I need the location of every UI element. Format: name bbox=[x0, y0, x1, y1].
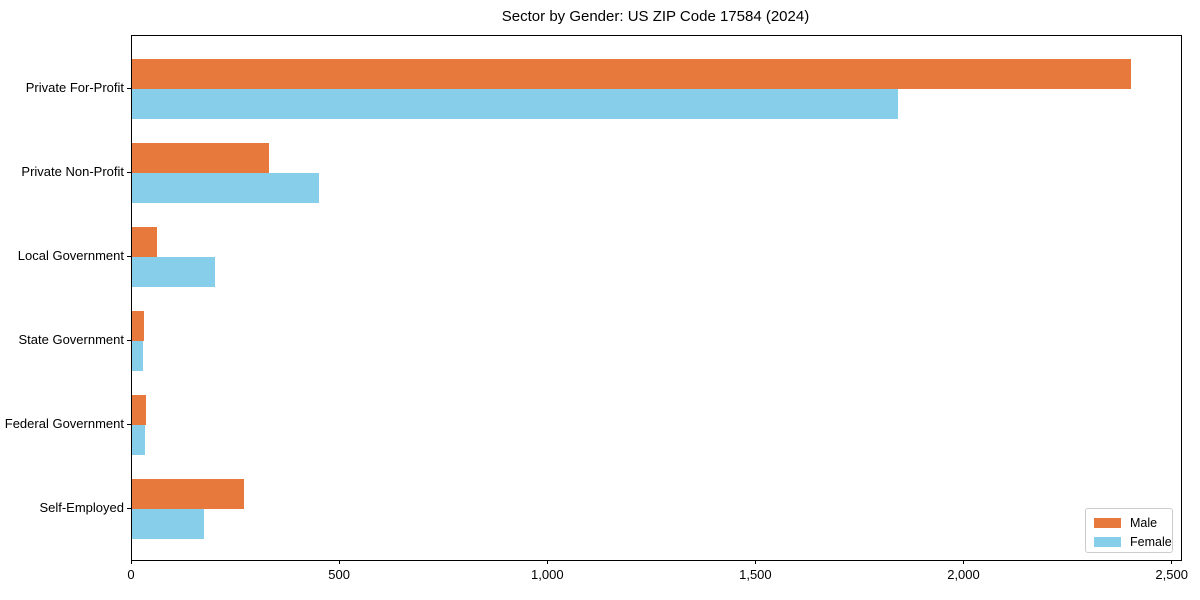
male-color-swatch bbox=[1094, 518, 1121, 528]
y-tick-mark bbox=[127, 172, 131, 173]
y-tick-label: Private For-Profit bbox=[25, 80, 124, 95]
bar-female-3 bbox=[132, 341, 143, 371]
bar-female-4 bbox=[132, 425, 145, 455]
x-tick-label: 1,500 bbox=[739, 567, 772, 582]
plot-area bbox=[131, 35, 1182, 561]
legend-label-male: Male bbox=[1130, 516, 1158, 530]
y-tick-label: Private Non-Profit bbox=[21, 164, 124, 179]
y-tick-mark bbox=[127, 340, 131, 341]
y-tick-mark bbox=[127, 508, 131, 509]
bar-male-0 bbox=[132, 59, 1131, 89]
x-tick-label: 2,500 bbox=[1155, 567, 1188, 582]
bar-male-1 bbox=[132, 143, 270, 173]
bar-male-2 bbox=[132, 227, 157, 257]
bar-male-5 bbox=[132, 479, 245, 509]
female-color-swatch bbox=[1094, 537, 1121, 547]
x-tick-mark bbox=[1171, 560, 1173, 564]
y-tick-mark bbox=[127, 88, 131, 89]
x-tick-mark bbox=[338, 560, 340, 564]
bar-male-4 bbox=[132, 395, 146, 425]
x-tick-label: 2,000 bbox=[947, 567, 980, 582]
bar-female-0 bbox=[132, 89, 898, 119]
x-tick-label: 500 bbox=[328, 567, 350, 582]
y-tick-mark bbox=[127, 424, 131, 425]
y-tick-mark bbox=[127, 256, 131, 257]
x-tick-mark bbox=[754, 560, 756, 564]
x-tick-label: 0 bbox=[127, 567, 135, 582]
bar-female-5 bbox=[132, 509, 204, 539]
y-tick-label: Local Government bbox=[17, 248, 124, 263]
legend-item-male: Male bbox=[1094, 515, 1164, 531]
x-tick-mark bbox=[546, 560, 548, 564]
x-tick-mark bbox=[963, 560, 964, 564]
x-tick-mark bbox=[130, 560, 132, 564]
y-tick-label: State Government bbox=[18, 332, 125, 347]
bar-female-1 bbox=[132, 173, 320, 203]
legend: Male Female bbox=[1085, 508, 1173, 553]
bar-female-2 bbox=[132, 257, 216, 287]
legend-item-female: Female bbox=[1094, 534, 1172, 550]
chart-title: Sector by Gender: US ZIP Code 17584 (202… bbox=[501, 8, 810, 25]
bar-male-3 bbox=[132, 311, 144, 341]
y-tick-label: Federal Government bbox=[4, 416, 124, 431]
y-tick-label: Self-Employed bbox=[39, 500, 124, 515]
x-tick-label: 1,000 bbox=[531, 567, 564, 582]
legend-label-female: Female bbox=[1130, 535, 1172, 549]
